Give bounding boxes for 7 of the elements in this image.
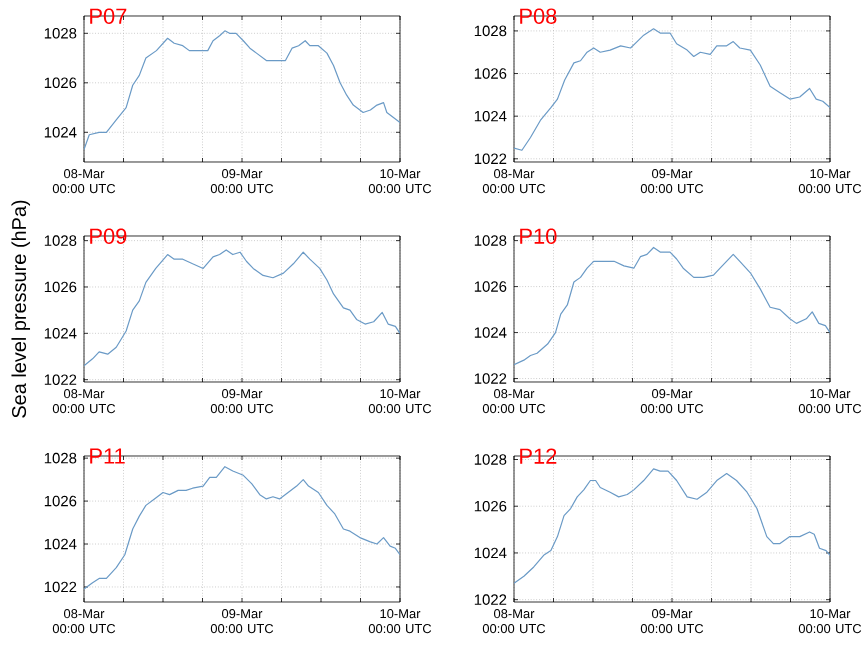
chart-title: P10 (520, 228, 557, 244)
chart-title: P11 (90, 448, 125, 464)
chart-title: P09 (90, 228, 127, 244)
chart-title: P08 (520, 8, 557, 24)
y-axis-title: Sea level pressure (hPa) (11, 200, 31, 418)
chart-title: P12 (520, 448, 557, 464)
chart-title: P07 (90, 8, 127, 24)
